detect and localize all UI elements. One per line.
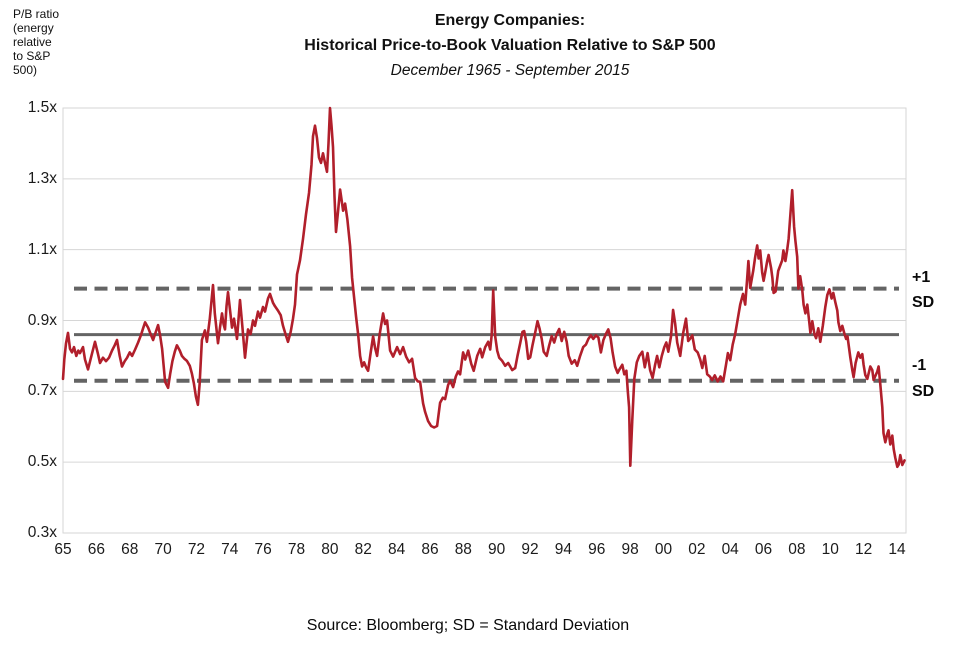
x-tick-94: 94 bbox=[554, 541, 573, 558]
x-tick-70: 70 bbox=[154, 541, 172, 558]
source-note: Source: Bloomberg; SD = Standard Deviati… bbox=[306, 617, 630, 634]
y-tick-1.5x: 1.5x bbox=[27, 99, 57, 116]
plot-border bbox=[62, 107, 907, 534]
x-tick-98: 98 bbox=[621, 541, 639, 558]
x-tick-76: 76 bbox=[254, 541, 272, 558]
x-tick-74: 74 bbox=[221, 541, 239, 558]
plus-one-sd-line2: SD bbox=[912, 294, 935, 311]
chart-subtitle: December 1965 - September 2015 bbox=[390, 62, 630, 79]
minus-one-sd-label: -1 SD bbox=[912, 353, 967, 405]
x-tick-06: 06 bbox=[754, 541, 773, 558]
y-tick-0.9x: 0.9x bbox=[27, 311, 57, 329]
x-tick-65: 65 bbox=[54, 541, 72, 558]
x-tick-86: 86 bbox=[421, 541, 439, 558]
x-tick-00: 00 bbox=[654, 541, 673, 558]
x-tick-88: 88 bbox=[454, 541, 472, 558]
x-tick-12: 12 bbox=[855, 541, 873, 558]
chart-title-line1: Energy Companies: bbox=[434, 12, 586, 29]
series-line bbox=[61, 106, 906, 469]
x-tick-78: 78 bbox=[287, 541, 306, 558]
x-tick-82: 82 bbox=[354, 541, 372, 558]
x-tick-68: 68 bbox=[121, 541, 139, 558]
x-tick-14: 14 bbox=[888, 541, 906, 558]
x-tick-02: 02 bbox=[688, 541, 706, 558]
plus-one-sd-label: +1 SD bbox=[912, 265, 967, 315]
x-tick-10: 10 bbox=[821, 541, 839, 558]
x-tick-92: 92 bbox=[521, 541, 539, 558]
y-tick-0.7x: 0.7x bbox=[27, 382, 57, 400]
x-tick-66: 66 bbox=[87, 541, 105, 558]
x-tick-72: 72 bbox=[187, 541, 206, 558]
x-tick-90: 90 bbox=[488, 541, 506, 558]
plus-one-sd-line1: +1 bbox=[912, 269, 931, 286]
y-axis-unit-label: P/B ratio (energy relative to S&P 500) bbox=[13, 7, 60, 77]
x-tick-96: 96 bbox=[588, 541, 606, 558]
minus-one-sd-line2: SD bbox=[912, 383, 935, 400]
x-tick-04: 04 bbox=[721, 541, 739, 558]
y-tick-1.3x: 1.3x bbox=[27, 169, 57, 187]
y-tick-0.3x: 0.3x bbox=[27, 524, 57, 541]
y-tick-1.1x: 1.1x bbox=[27, 240, 57, 258]
x-tick-08: 08 bbox=[788, 541, 806, 558]
x-tick-80: 80 bbox=[321, 541, 339, 558]
x-tick-84: 84 bbox=[387, 541, 406, 558]
minus-one-sd-line1: -1 bbox=[912, 357, 927, 374]
y-tick-0.5x: 0.5x bbox=[27, 453, 57, 471]
chart-title-line2: Historical Price-to-Book Valuation Relat… bbox=[304, 37, 716, 54]
